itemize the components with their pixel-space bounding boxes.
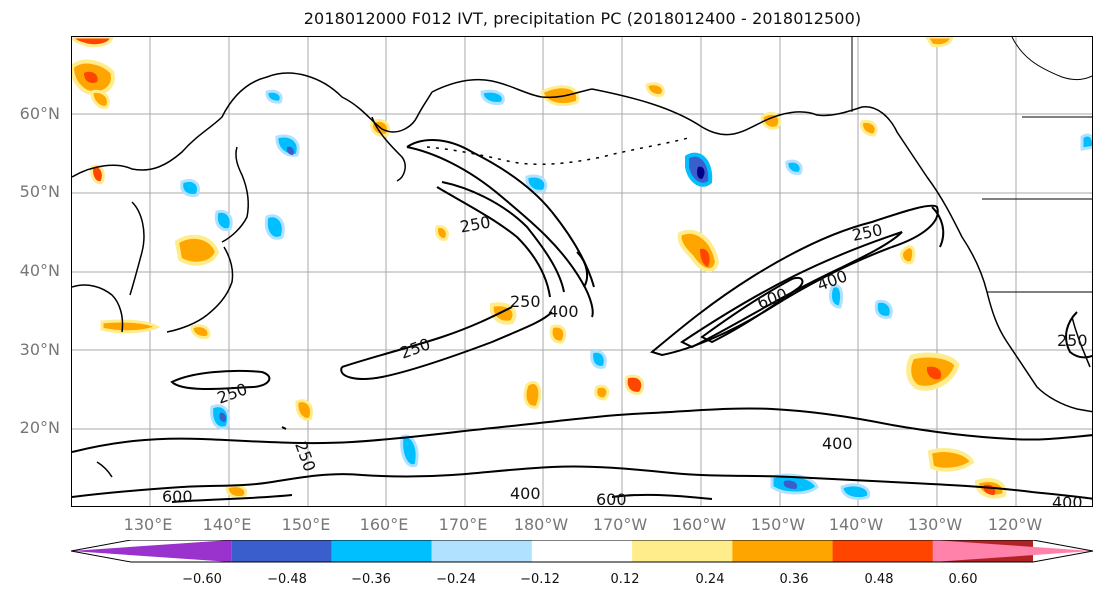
lat-label-40n: 40°N bbox=[19, 261, 60, 280]
colorbar bbox=[71, 540, 1094, 563]
lon-label-160w: 160°W bbox=[671, 515, 727, 534]
ivt-contours bbox=[72, 139, 1092, 503]
lon-label-170e: 170°E bbox=[438, 515, 488, 534]
colorbar-tick-label: 0.48 bbox=[864, 572, 894, 587]
map-title: 2018012000 F012 IVT, precipitation PC (2… bbox=[303, 9, 862, 28]
colorbar-segment bbox=[231, 540, 332, 562]
colorbar-tick-label: −0.48 bbox=[267, 572, 307, 587]
lat-label-20n: 20°N bbox=[19, 418, 60, 437]
lon-label-150w: 150°W bbox=[750, 515, 806, 534]
contour-label: 250 bbox=[1057, 331, 1088, 350]
lon-label-160e: 160°E bbox=[359, 515, 409, 534]
coastlines bbox=[72, 37, 1092, 478]
contour-label: 250 bbox=[510, 292, 541, 311]
lat-label-30n: 30°N bbox=[19, 340, 60, 359]
colorbar-segment bbox=[531, 540, 633, 562]
lon-label-130e: 130°E bbox=[123, 515, 173, 534]
colorbar-segment bbox=[732, 540, 833, 562]
colorbar-segment bbox=[71, 540, 232, 562]
graticule bbox=[72, 37, 1092, 506]
contour-label: 400 bbox=[510, 484, 541, 503]
map-panel: 250 250 400 250 600 400 250 250 250 250 … bbox=[71, 36, 1093, 507]
lon-label-120w: 120°W bbox=[987, 515, 1043, 534]
lon-label-140w: 140°W bbox=[828, 515, 884, 534]
lon-label-170w: 170°W bbox=[592, 515, 648, 534]
colorbar-tick-label: −0.24 bbox=[436, 572, 476, 587]
colorbar-tick-label: −0.60 bbox=[182, 572, 222, 587]
lat-label-60n: 60°N bbox=[19, 104, 60, 123]
colorbar-tick-label: 0.36 bbox=[779, 572, 809, 587]
precip-negative-areas bbox=[180, 89, 1092, 501]
lon-label-150e: 150°E bbox=[281, 515, 331, 534]
colorbar-segment bbox=[632, 540, 733, 562]
colorbar-tick-label: −0.12 bbox=[520, 572, 560, 587]
colorbar-segment bbox=[431, 540, 532, 562]
colorbar-segment bbox=[832, 540, 933, 562]
map-canvas bbox=[72, 37, 1092, 506]
colorbar-tick-label: −0.36 bbox=[351, 572, 391, 587]
colorbar-segment bbox=[932, 540, 1093, 562]
colorbar-tick-label: 0.60 bbox=[948, 572, 978, 587]
colorbar-outline bbox=[71, 540, 1094, 563]
lat-label-50n: 50°N bbox=[19, 182, 60, 201]
lon-label-130w: 130°W bbox=[907, 515, 963, 534]
contour-label: 400 bbox=[822, 434, 853, 453]
contour-label: 400 bbox=[1052, 493, 1083, 507]
contour-label: 600 bbox=[162, 487, 193, 506]
contour-label: 600 bbox=[596, 490, 627, 507]
colorbar-tick-label: 0.24 bbox=[695, 572, 725, 587]
lon-label-180w: 180°W bbox=[513, 515, 569, 534]
lon-label-140e: 140°E bbox=[202, 515, 252, 534]
colorbar-tick-label: 0.12 bbox=[610, 572, 640, 587]
colorbar-segment bbox=[331, 540, 432, 562]
contour-label: 400 bbox=[548, 302, 579, 321]
